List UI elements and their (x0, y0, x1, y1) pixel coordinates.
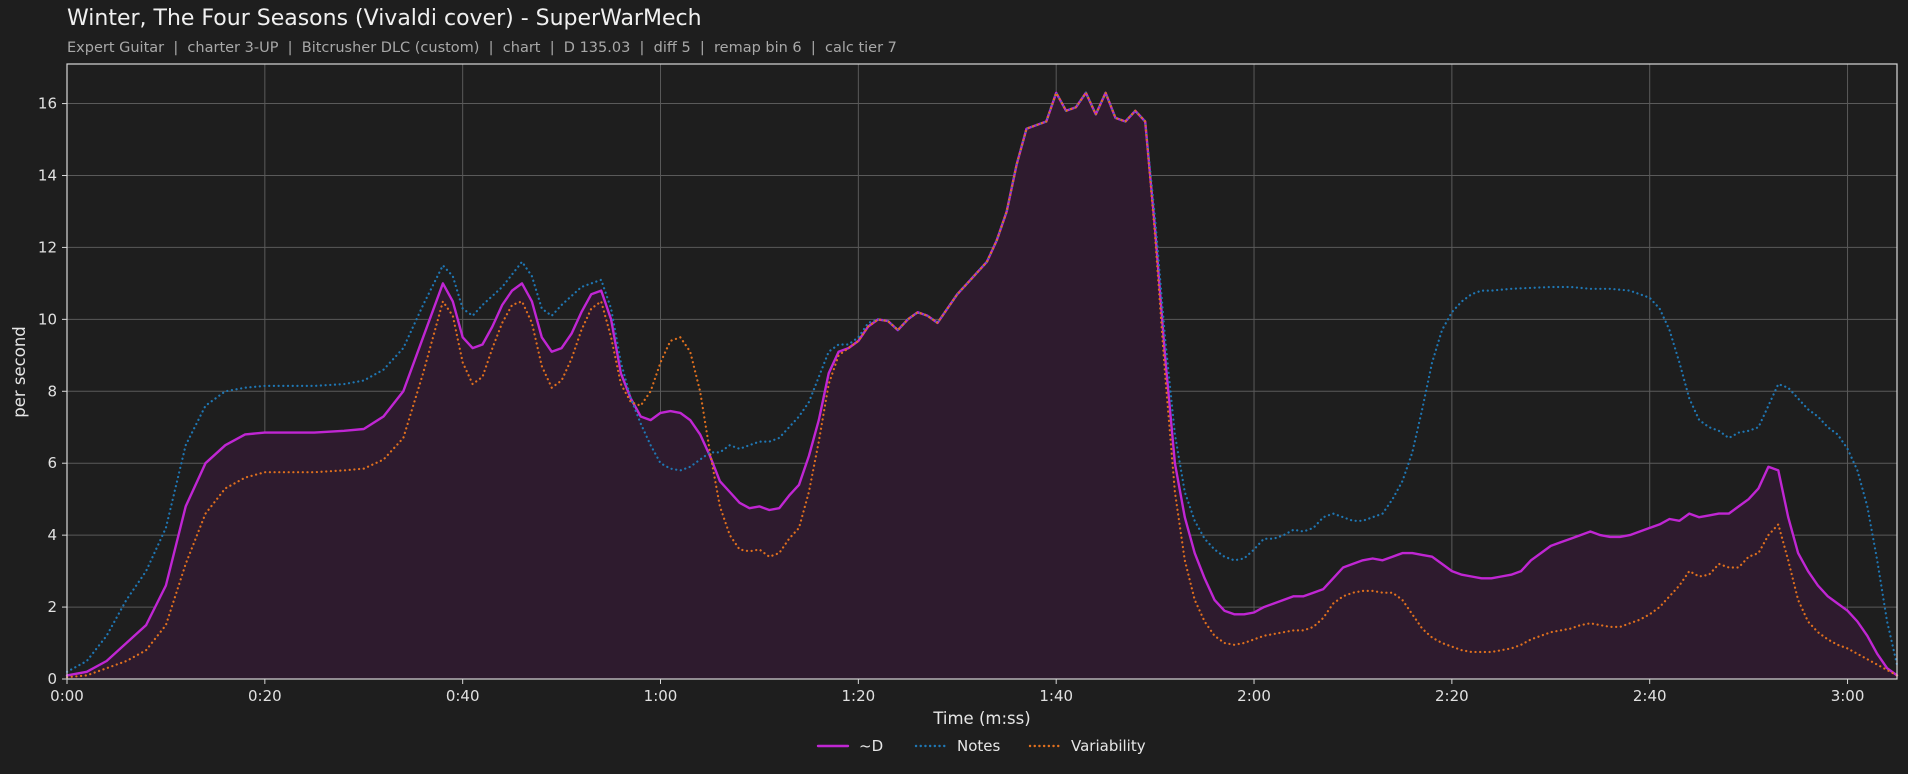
x-tick-label: 0:20 (248, 687, 282, 705)
x-tick-label: 0:00 (50, 687, 84, 705)
x-tick-label: 3:00 (1831, 687, 1865, 705)
chart-title: Winter, The Four Seasons (Vivaldi cover)… (67, 6, 702, 31)
x-axis-label: Time (m:ss) (932, 709, 1030, 728)
y-tick-label: 16 (38, 95, 57, 113)
x-tick-label: 2:40 (1633, 687, 1667, 705)
y-tick-label: 8 (47, 382, 57, 400)
legend: ~D Notes Variability (816, 737, 1146, 755)
series-line-variability (65, 91, 1899, 679)
x-tick-label: 0:40 (446, 687, 480, 705)
y-tick-label: 4 (47, 526, 57, 544)
axes-layer: 0:00 0:20 0:40 1:00 1:20 1:40 2:00 2:20 2:40 3:00… (38, 63, 1898, 705)
y-tick-label: 14 (38, 166, 57, 184)
x-tick-label: 1:20 (842, 687, 876, 705)
x-tick-label: 1:40 (1039, 687, 1073, 705)
y-tick-label: 6 (47, 454, 57, 472)
x-tick-label: 1:00 (644, 687, 678, 705)
legend-label-d: ~D (859, 737, 883, 755)
series-area-d (67, 92, 1897, 680)
plot-frame (66, 63, 1898, 680)
legend-label-notes: Notes (957, 737, 1001, 755)
fill-layer (67, 92, 1897, 680)
y-tick-label: 0 (47, 670, 57, 688)
y-tick-label: 10 (38, 310, 57, 328)
series-layer (65, 91, 1899, 679)
y-tick-label: 12 (38, 238, 57, 256)
chart-subtitle: Expert Guitar | charter 3-UP | Bitcrushe… (67, 40, 897, 56)
y-axis-label: per second (10, 326, 29, 418)
x-tick-label: 2:20 (1435, 687, 1469, 705)
x-tick-label: 2:00 (1237, 687, 1271, 705)
legend-label-variability: Variability (1071, 737, 1146, 755)
y-tick-label: 2 (47, 598, 57, 616)
